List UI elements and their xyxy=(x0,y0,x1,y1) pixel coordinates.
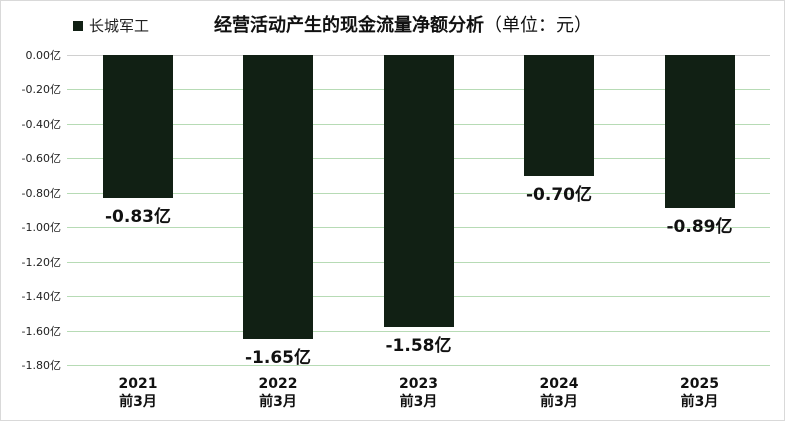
y-tick-label: -0.20亿 xyxy=(21,83,61,97)
x-tick-label: 2022 前3月 xyxy=(258,376,298,410)
data-label: -0.70亿 xyxy=(526,184,592,205)
x-tick-label: 2024 前3月 xyxy=(539,376,579,410)
legend: 长城军工 xyxy=(73,15,149,36)
data-label: -0.83亿 xyxy=(105,206,171,227)
y-tick-label: -0.60亿 xyxy=(21,152,61,166)
y-tick-label: -1.20亿 xyxy=(21,255,61,269)
chart-title: 经营活动产生的现金流量净额分析（单位：元） xyxy=(214,11,592,37)
gridline xyxy=(67,331,770,332)
y-tick-label: -1.80亿 xyxy=(21,359,61,372)
legend-swatch-icon xyxy=(73,20,83,31)
x-tick-label: 2025 前3月 xyxy=(680,376,719,410)
bar xyxy=(243,55,313,340)
bar xyxy=(524,55,594,176)
y-tick-label: -1.00亿 xyxy=(21,221,61,235)
data-label: -1.65亿 xyxy=(245,348,311,369)
chart-title-text: 经营活动产生的现金流量净额分析 xyxy=(214,15,484,36)
y-tick-label: -0.40亿 xyxy=(21,117,61,131)
y-tick-label: -1.40亿 xyxy=(21,290,61,304)
y-tick-label: -1.60亿 xyxy=(21,324,61,338)
bar xyxy=(664,55,735,209)
x-tick-label: 2021 前3月 xyxy=(118,376,158,410)
data-label: -0.89亿 xyxy=(666,217,733,238)
y-tick-label: -0.80亿 xyxy=(21,186,61,200)
data-label: -1.58亿 xyxy=(385,336,452,357)
bar xyxy=(103,55,173,198)
x-tick-label: 2023 前3月 xyxy=(399,376,438,410)
gridline xyxy=(67,365,770,366)
chart-title-unit: （单位：元） xyxy=(484,15,592,36)
bar xyxy=(383,55,454,328)
y-tick-label: 0.00亿 xyxy=(25,49,62,62)
legend-label: 长城军工 xyxy=(89,17,150,35)
